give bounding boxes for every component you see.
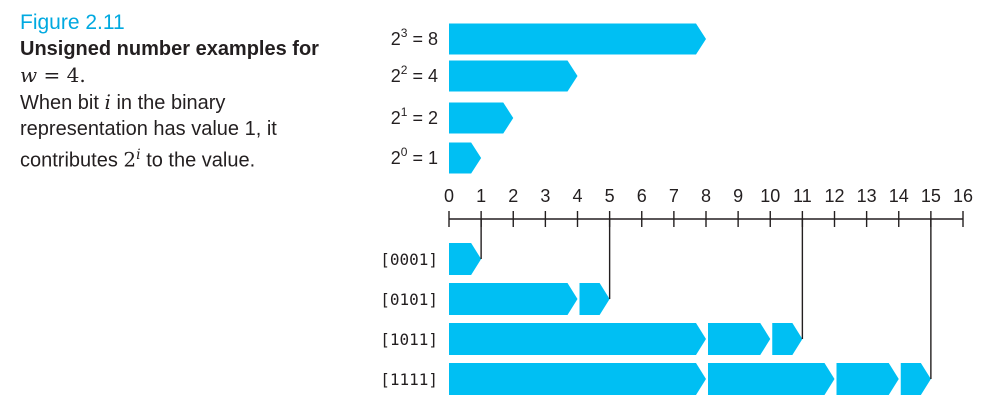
caption-body-power-exponent: i — [136, 147, 141, 163]
power-label: 20 = 1 — [391, 145, 438, 168]
power-label-base: 2 — [391, 148, 401, 168]
axis-tick-label: 10 — [760, 186, 780, 206]
axis-tick-label: 7 — [669, 186, 679, 206]
example-bar-segment — [708, 363, 835, 395]
caption-title-text: Unsigned number examples for — [20, 38, 319, 60]
axis-tick-label: 8 — [701, 186, 711, 206]
axis-tick-label: 13 — [857, 186, 877, 206]
power-label: 21 = 2 — [391, 105, 438, 128]
power-label-equation: = 1 — [407, 148, 438, 168]
caption-title-equation: = 4. — [37, 63, 86, 87]
binary-label: [1011] — [380, 330, 438, 349]
axis-tick-label: 12 — [824, 186, 844, 206]
axis-tick-label: 14 — [889, 186, 909, 206]
power-label-base: 2 — [391, 108, 401, 128]
power-bar-2 — [449, 102, 514, 134]
example-bar-segment — [708, 323, 771, 355]
power-bars: 23 = 822 = 421 = 220 = 1 — [391, 23, 706, 174]
power-bar-1 — [449, 142, 482, 174]
axis-tick-label: 2 — [508, 186, 518, 206]
axis-tick-label: 16 — [953, 186, 973, 206]
power-bar-4 — [449, 60, 578, 92]
axis-tick-label: 4 — [572, 186, 582, 206]
example-bar-segment — [449, 363, 706, 395]
axis-tick-label: 6 — [637, 186, 647, 206]
binary-label: [0101] — [380, 290, 438, 309]
power-label-exponent: 3 — [401, 26, 408, 40]
axis-tick-label: 0 — [444, 186, 454, 206]
power-label-equation: = 8 — [407, 29, 438, 49]
axis-tick-label: 3 — [540, 186, 550, 206]
example-bar-segment — [579, 283, 610, 315]
axis-tick-label: 5 — [605, 186, 615, 206]
example-bar-segment — [900, 363, 931, 395]
example-bar-segment — [772, 323, 803, 355]
example-bar-segment — [449, 243, 482, 275]
figure-label: Figure 2.11 — [20, 11, 125, 34]
caption-body-part-1: When bit — [20, 92, 99, 114]
power-label-base: 2 — [391, 29, 401, 49]
power-label-equation: = 2 — [407, 108, 438, 128]
power-bar-8 — [449, 23, 706, 55]
axis-tick-label: 9 — [733, 186, 743, 206]
axis-tick-label: 1 — [476, 186, 486, 206]
power-label-exponent: 1 — [401, 105, 408, 119]
power-label: 22 = 4 — [391, 63, 438, 86]
example-bar-segment — [836, 363, 899, 395]
binary-label: [0001] — [380, 250, 438, 269]
power-label: 23 = 8 — [391, 26, 438, 49]
caption-title-variable: w — [20, 63, 38, 87]
caption-body-variable: i — [104, 90, 111, 114]
caption-title: Unsigned number examples for w = 4. — [20, 36, 320, 89]
number-axis: 0 1 2 3 4 5 6 7 8 9 10 11 12 13 14 15 16 — [444, 186, 973, 227]
caption-body-part-2: in the binary representation has value 1… — [20, 92, 277, 172]
binary-label: [1111] — [380, 370, 438, 389]
axis-tick-label: 11 — [793, 186, 812, 206]
example-bar-segment — [449, 323, 706, 355]
caption-body: When bit i in the binary representation … — [20, 89, 320, 174]
example-bar-segment — [449, 283, 578, 315]
power-label-equation: = 4 — [407, 66, 438, 86]
power-label-exponent: 0 — [401, 145, 408, 159]
figure-caption: Figure 2.11 Unsigned number examples for… — [20, 10, 320, 174]
power-label-exponent: 2 — [401, 63, 408, 77]
caption-body-part-3: to the value. — [146, 149, 256, 172]
power-label-base: 2 — [391, 66, 401, 86]
caption-body-power-base: 2 — [123, 147, 137, 172]
example-bars: [0001] [0101] [1011] [1111] — [380, 219, 932, 395]
axis-tick-label: 15 — [921, 186, 941, 206]
